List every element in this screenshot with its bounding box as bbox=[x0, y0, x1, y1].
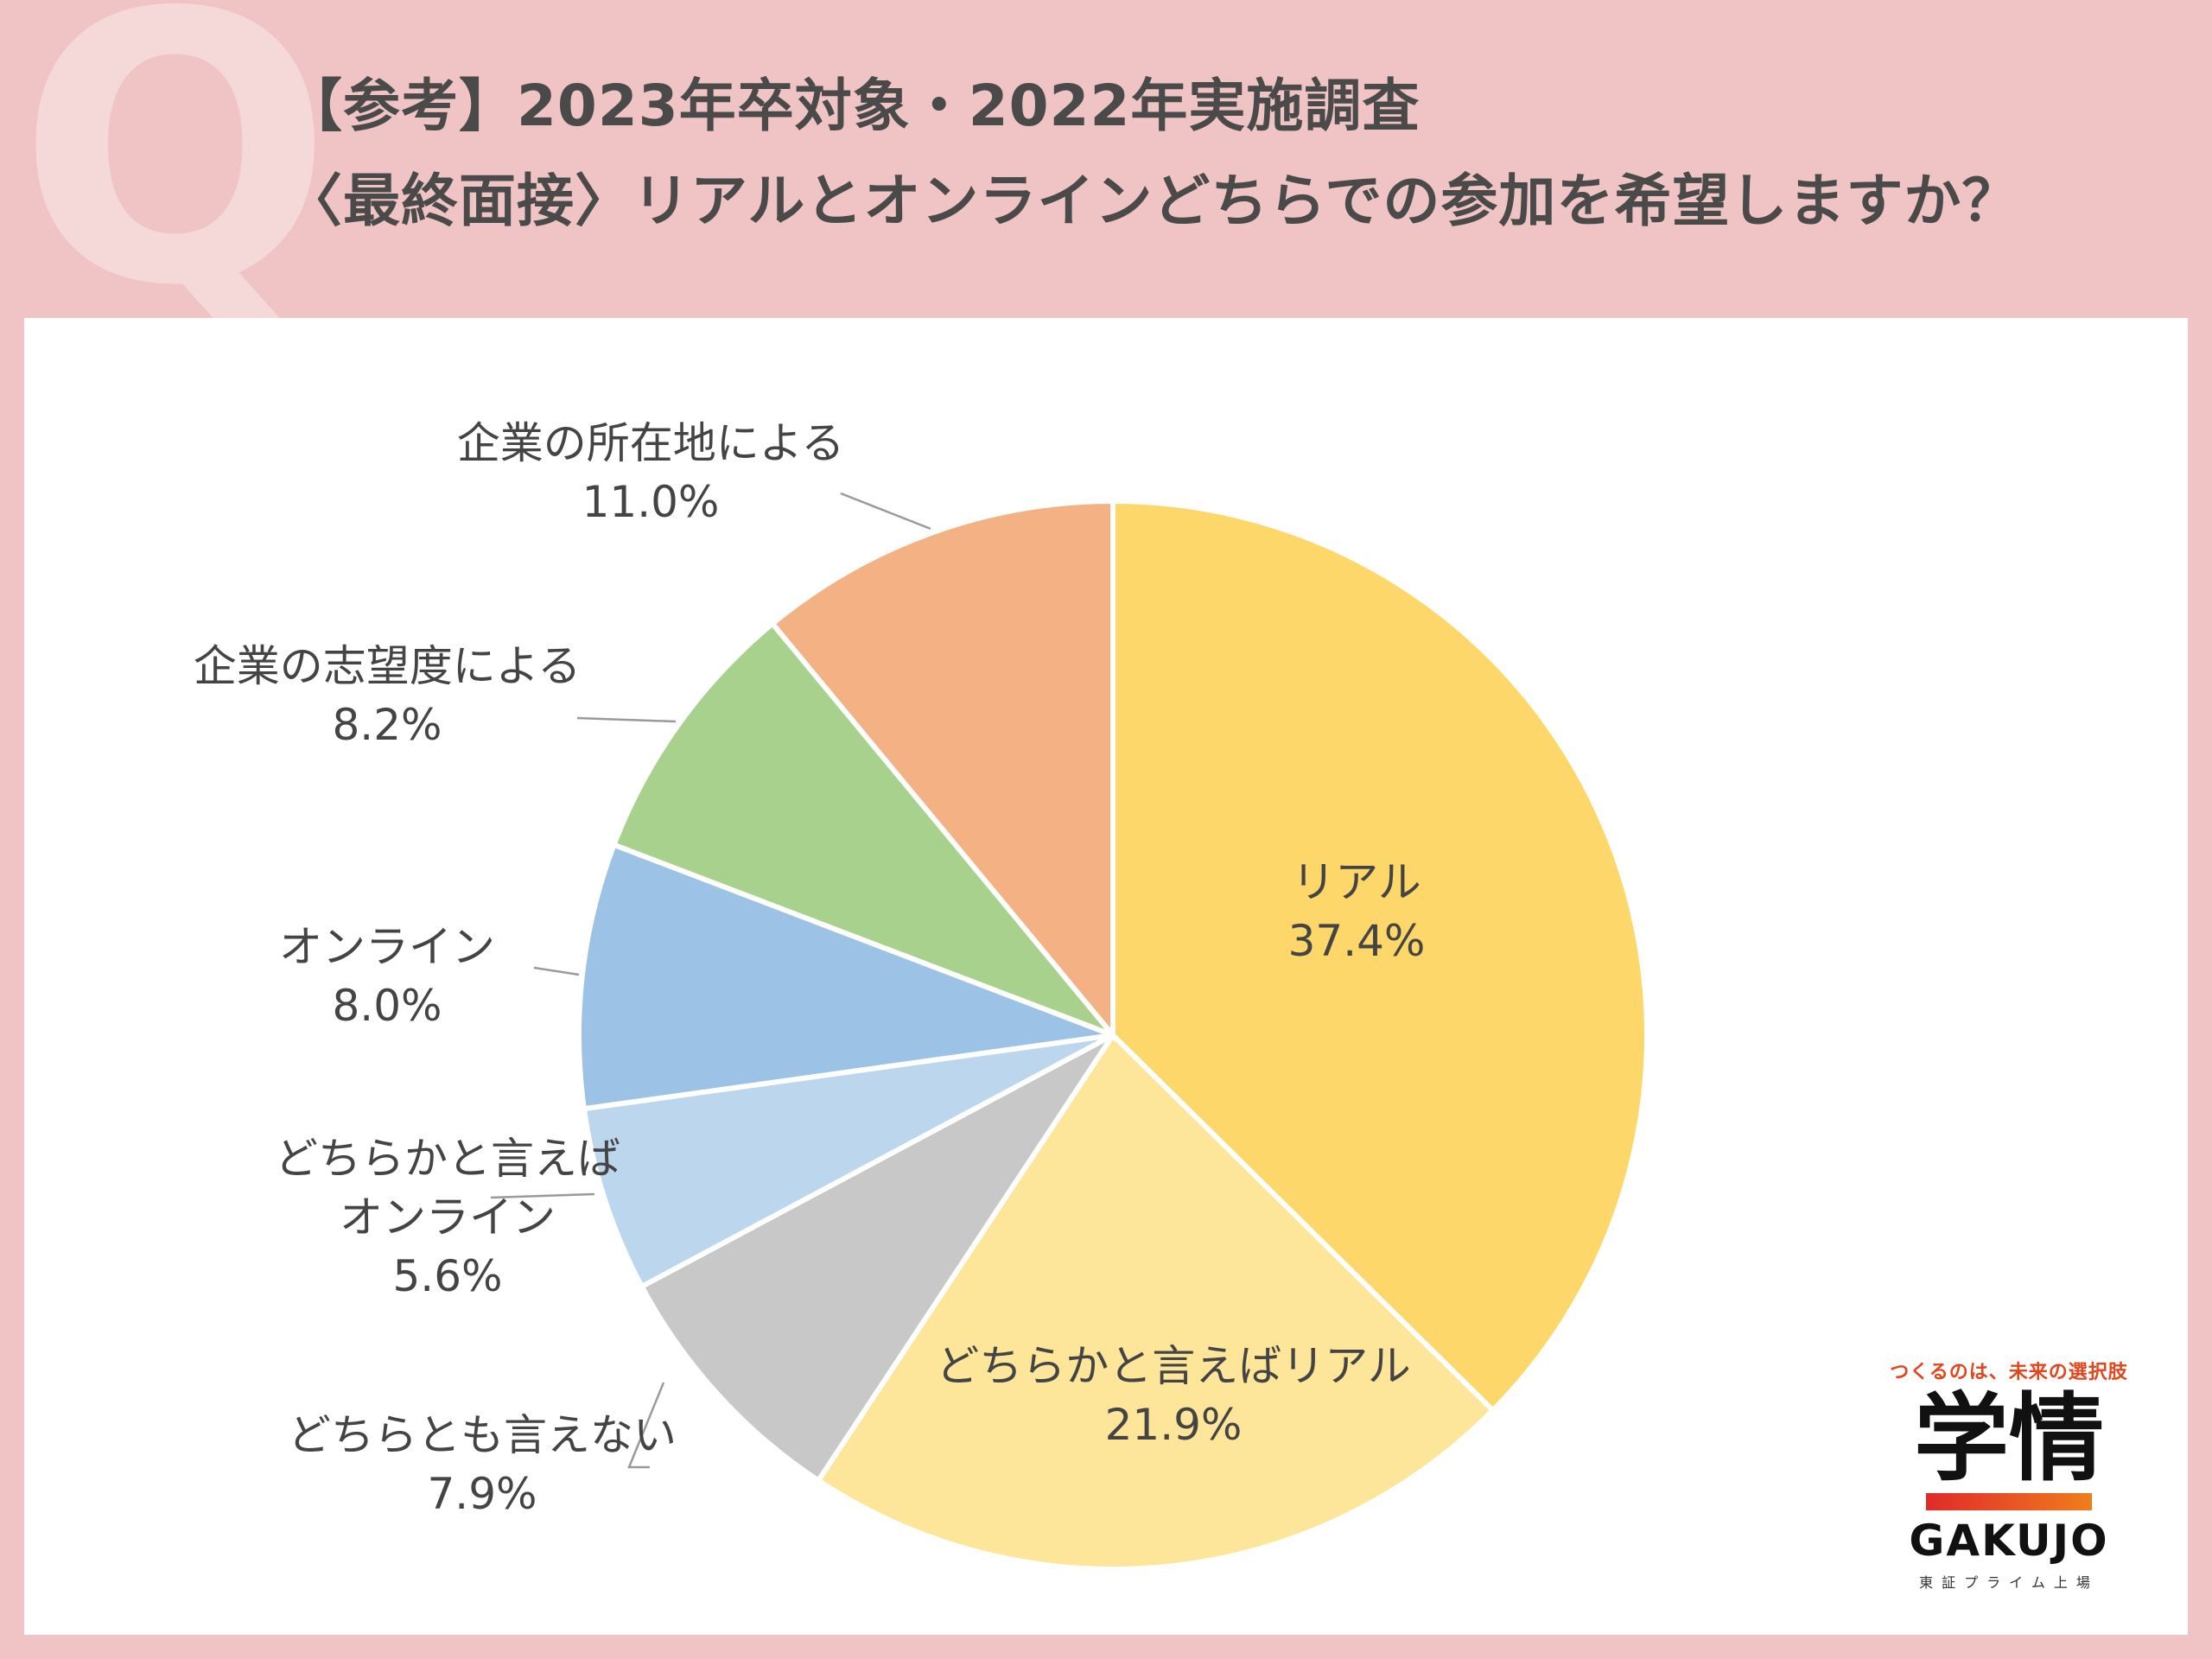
leader-line bbox=[576, 716, 677, 723]
slice-value-label: 7.9% bbox=[427, 1469, 537, 1519]
pie-slice bbox=[576, 841, 1115, 1112]
logo-kanji: 学情 bbox=[1914, 1383, 2104, 1494]
logo-tagline: つくるのは、未来の選択肢 bbox=[1890, 1362, 2128, 1383]
slice-value-label: 21.9% bbox=[1105, 1400, 1243, 1450]
gakujo-logo: つくるのは、未来の選択肢 学情 GAKUJO 東証プライム上場 bbox=[1879, 1357, 2139, 1592]
slice-category-label: どちらかと言えばリアル bbox=[936, 1341, 1411, 1391]
logo-wordmark: GAKUJO bbox=[1909, 1515, 2109, 1566]
slice-category-label: どちらとも言えない bbox=[288, 1410, 677, 1460]
q-mark: Q bbox=[17, 0, 334, 367]
slice-category-label: 企業の所在地による bbox=[457, 418, 845, 468]
logo-bar bbox=[1926, 1492, 2092, 1510]
pie-slice bbox=[581, 1033, 1115, 1290]
pie-slice bbox=[814, 1031, 1497, 1572]
logo-subtext: 東証プライム上場 bbox=[1919, 1573, 2099, 1591]
title-line-1: 【参考】2023年卒対象・2022年実施調査 bbox=[285, 73, 1421, 139]
slice-value-label: 5.6% bbox=[392, 1251, 502, 1301]
leader-line bbox=[840, 492, 931, 531]
leader-line bbox=[627, 1382, 665, 1469]
slice-category-label: オンライン bbox=[279, 922, 495, 972]
slice-value-label: 8.0% bbox=[332, 981, 442, 1031]
chart-panel: リアル 37.4% どちらかと言えばリアル 21.9% どちらとも言えない 7.9% どちら… bbox=[24, 318, 2188, 1635]
slice-value-label: 8.2% bbox=[332, 700, 442, 750]
pie-slice bbox=[1110, 498, 1649, 1414]
slice-category-label: リアル bbox=[1292, 857, 1421, 907]
pie-slice bbox=[638, 1033, 1116, 1484]
leader-line bbox=[490, 1192, 595, 1199]
leader-line bbox=[533, 966, 580, 976]
pie-chart: リアル 37.4% どちらかと言えばリアル 21.9% どちらとも言えない 7.9% どちら… bbox=[194, 418, 1649, 1572]
pie-slice bbox=[768, 498, 1116, 1043]
pie-slice bbox=[610, 620, 1122, 1041]
slice-value-label: 37.4% bbox=[1288, 916, 1426, 966]
slice-category-label: オンライン bbox=[340, 1192, 556, 1243]
slice-value-label: 11.0% bbox=[582, 477, 720, 527]
slice-category-label: 企業の志望度による bbox=[194, 641, 582, 691]
slice-category-label: どちらかと言えば bbox=[275, 1134, 620, 1184]
chart-title: 【参考】2023年卒対象・2022年実施調査 〈最終面接〉リアルとオンラインどち… bbox=[285, 67, 2019, 240]
title-line-2: 〈最終面接〉リアルとオンラインどちらでの参加を希望しますか？ bbox=[285, 168, 2020, 234]
